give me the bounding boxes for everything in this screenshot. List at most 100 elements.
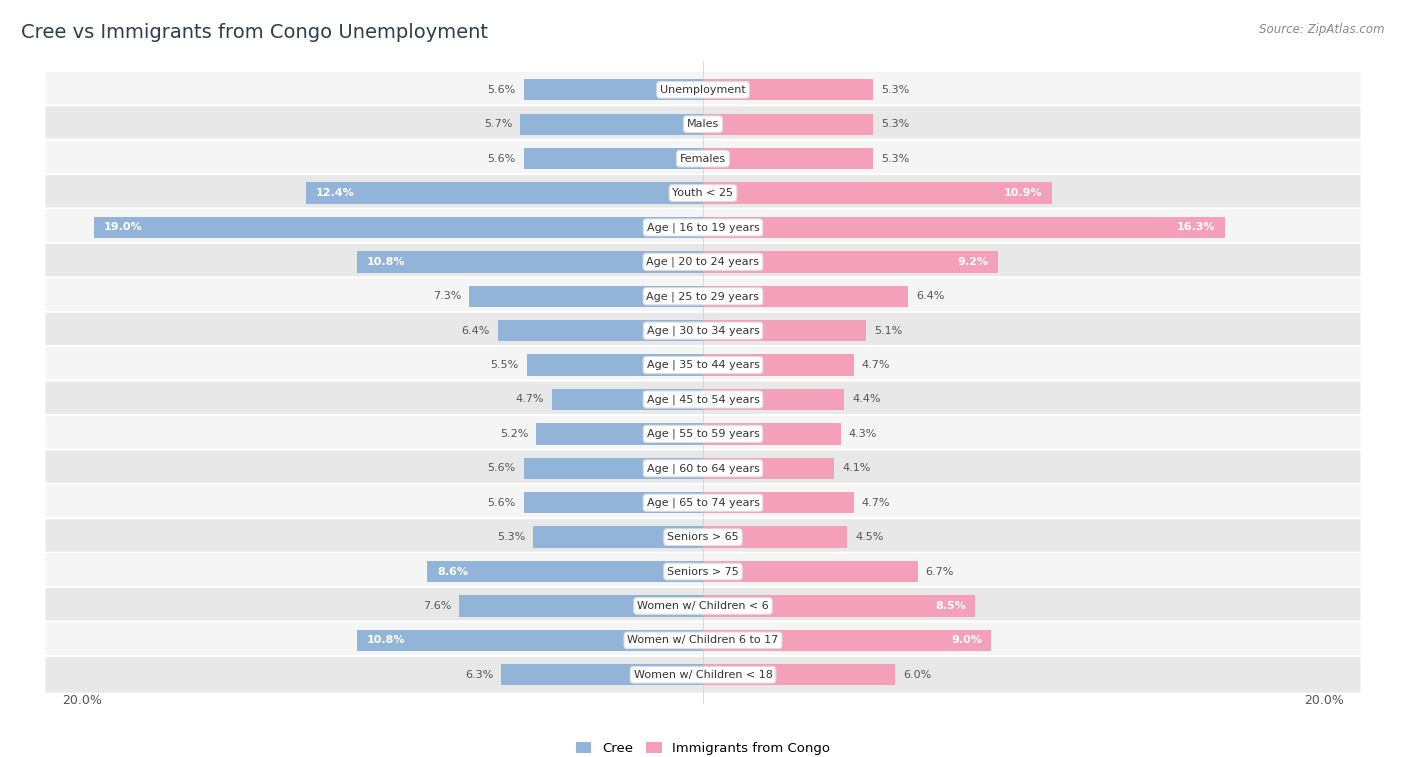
Bar bbox=[501, 664, 703, 685]
Text: 9.0%: 9.0% bbox=[950, 635, 981, 646]
Bar bbox=[523, 148, 703, 170]
Text: 4.7%: 4.7% bbox=[862, 360, 890, 370]
FancyBboxPatch shape bbox=[45, 656, 1361, 693]
Bar bbox=[533, 526, 703, 548]
FancyBboxPatch shape bbox=[45, 484, 1361, 522]
Text: 10.8%: 10.8% bbox=[367, 257, 405, 267]
Bar bbox=[427, 561, 703, 582]
Bar bbox=[520, 114, 703, 135]
Text: 4.4%: 4.4% bbox=[852, 394, 880, 404]
Bar bbox=[703, 354, 853, 375]
Text: 20.0%: 20.0% bbox=[1303, 694, 1344, 707]
Bar bbox=[703, 217, 1225, 238]
Text: Males: Males bbox=[688, 119, 718, 129]
Text: 5.6%: 5.6% bbox=[488, 85, 516, 95]
Text: Age | 55 to 59 years: Age | 55 to 59 years bbox=[647, 428, 759, 439]
Bar bbox=[498, 320, 703, 341]
Text: Age | 45 to 54 years: Age | 45 to 54 years bbox=[647, 394, 759, 405]
Text: 4.3%: 4.3% bbox=[849, 429, 877, 439]
Text: 5.1%: 5.1% bbox=[875, 326, 903, 335]
FancyBboxPatch shape bbox=[45, 346, 1361, 384]
Bar bbox=[703, 526, 848, 548]
Text: Source: ZipAtlas.com: Source: ZipAtlas.com bbox=[1260, 23, 1385, 36]
Text: 5.5%: 5.5% bbox=[491, 360, 519, 370]
Text: Age | 65 to 74 years: Age | 65 to 74 years bbox=[647, 497, 759, 508]
Bar bbox=[703, 320, 866, 341]
Text: 4.1%: 4.1% bbox=[842, 463, 870, 473]
Bar bbox=[536, 423, 703, 444]
Text: 5.3%: 5.3% bbox=[880, 85, 910, 95]
FancyBboxPatch shape bbox=[45, 553, 1361, 590]
Legend: Cree, Immigrants from Congo: Cree, Immigrants from Congo bbox=[575, 743, 831, 755]
Bar bbox=[703, 182, 1052, 204]
Text: 7.3%: 7.3% bbox=[433, 291, 461, 301]
Text: 10.8%: 10.8% bbox=[367, 635, 405, 646]
Bar bbox=[460, 595, 703, 617]
Text: 8.5%: 8.5% bbox=[935, 601, 966, 611]
Text: Women w/ Children < 18: Women w/ Children < 18 bbox=[634, 670, 772, 680]
Bar bbox=[703, 561, 918, 582]
Text: 12.4%: 12.4% bbox=[315, 188, 354, 198]
Bar bbox=[703, 79, 873, 101]
FancyBboxPatch shape bbox=[45, 621, 1361, 659]
Text: 6.7%: 6.7% bbox=[925, 566, 955, 577]
Text: Women w/ Children < 6: Women w/ Children < 6 bbox=[637, 601, 769, 611]
Bar bbox=[703, 423, 841, 444]
Text: Females: Females bbox=[681, 154, 725, 164]
FancyBboxPatch shape bbox=[45, 71, 1361, 109]
Text: 6.4%: 6.4% bbox=[461, 326, 489, 335]
Bar bbox=[94, 217, 703, 238]
FancyBboxPatch shape bbox=[45, 105, 1361, 143]
Bar bbox=[357, 251, 703, 273]
Bar bbox=[527, 354, 703, 375]
Text: 5.3%: 5.3% bbox=[880, 154, 910, 164]
Text: 5.6%: 5.6% bbox=[488, 497, 516, 508]
Text: 10.9%: 10.9% bbox=[1004, 188, 1043, 198]
Text: Age | 20 to 24 years: Age | 20 to 24 years bbox=[647, 257, 759, 267]
Bar bbox=[703, 630, 991, 651]
Text: 6.0%: 6.0% bbox=[903, 670, 932, 680]
FancyBboxPatch shape bbox=[45, 450, 1361, 488]
Text: 7.6%: 7.6% bbox=[423, 601, 451, 611]
FancyBboxPatch shape bbox=[45, 208, 1361, 246]
Bar bbox=[523, 79, 703, 101]
Text: 6.3%: 6.3% bbox=[465, 670, 494, 680]
FancyBboxPatch shape bbox=[45, 140, 1361, 178]
Text: Cree vs Immigrants from Congo Unemployment: Cree vs Immigrants from Congo Unemployme… bbox=[21, 23, 488, 42]
FancyBboxPatch shape bbox=[45, 243, 1361, 281]
Text: 5.2%: 5.2% bbox=[501, 429, 529, 439]
Bar bbox=[553, 389, 703, 410]
FancyBboxPatch shape bbox=[45, 174, 1361, 212]
Text: 5.3%: 5.3% bbox=[496, 532, 526, 542]
Text: 4.7%: 4.7% bbox=[516, 394, 544, 404]
Text: Seniors > 65: Seniors > 65 bbox=[668, 532, 738, 542]
Text: 20.0%: 20.0% bbox=[62, 694, 103, 707]
Text: 5.6%: 5.6% bbox=[488, 463, 516, 473]
Text: 16.3%: 16.3% bbox=[1177, 223, 1216, 232]
FancyBboxPatch shape bbox=[45, 277, 1361, 315]
Bar bbox=[703, 492, 853, 513]
Bar bbox=[703, 664, 896, 685]
Text: Age | 60 to 64 years: Age | 60 to 64 years bbox=[647, 463, 759, 474]
Text: Seniors > 75: Seniors > 75 bbox=[666, 566, 740, 577]
Bar bbox=[357, 630, 703, 651]
Bar bbox=[523, 492, 703, 513]
Text: 9.2%: 9.2% bbox=[957, 257, 988, 267]
Text: 4.5%: 4.5% bbox=[855, 532, 883, 542]
Bar bbox=[523, 458, 703, 479]
Text: Women w/ Children 6 to 17: Women w/ Children 6 to 17 bbox=[627, 635, 779, 646]
Bar bbox=[703, 114, 873, 135]
FancyBboxPatch shape bbox=[45, 587, 1361, 625]
FancyBboxPatch shape bbox=[45, 519, 1361, 556]
Bar bbox=[305, 182, 703, 204]
Text: 4.7%: 4.7% bbox=[862, 497, 890, 508]
FancyBboxPatch shape bbox=[45, 312, 1361, 350]
Text: 5.7%: 5.7% bbox=[484, 119, 512, 129]
Bar bbox=[470, 285, 703, 307]
Bar bbox=[703, 251, 998, 273]
Text: Age | 16 to 19 years: Age | 16 to 19 years bbox=[647, 223, 759, 232]
FancyBboxPatch shape bbox=[45, 381, 1361, 419]
Text: Age | 35 to 44 years: Age | 35 to 44 years bbox=[647, 360, 759, 370]
Text: Youth < 25: Youth < 25 bbox=[672, 188, 734, 198]
Text: Age | 30 to 34 years: Age | 30 to 34 years bbox=[647, 326, 759, 336]
